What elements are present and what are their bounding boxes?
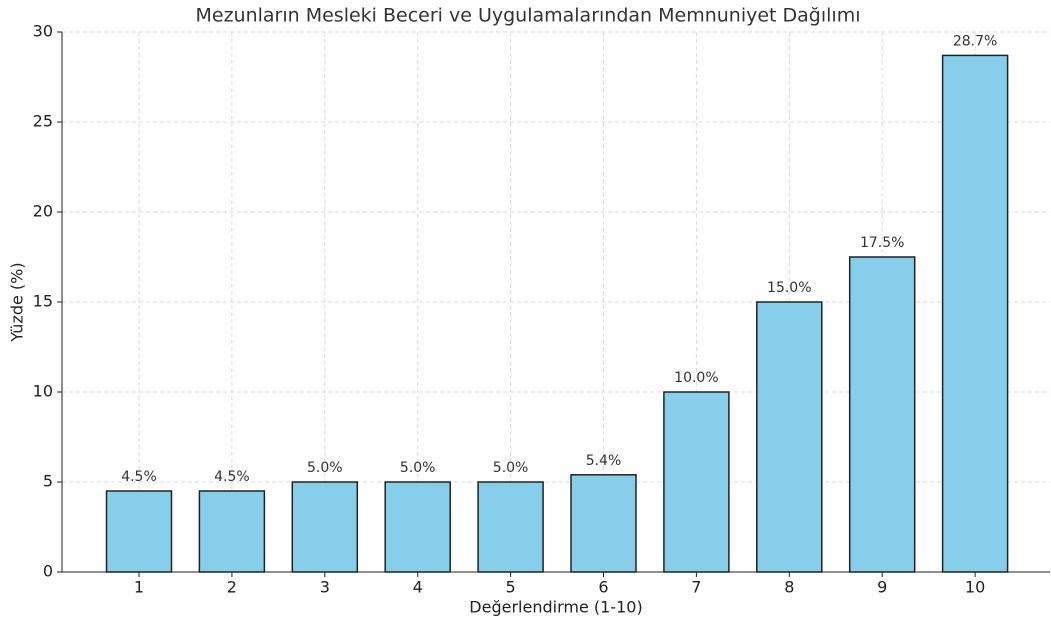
x-tick-label: 6 <box>598 578 608 597</box>
bar <box>941 54 1009 573</box>
bar <box>477 481 544 573</box>
x-tick-label: 5 <box>506 578 516 597</box>
x-tick-label: 7 <box>691 578 701 597</box>
data-label: 4.5% <box>214 469 250 485</box>
x-axis-label: Değerlendirme (1-10) <box>469 598 642 617</box>
bar <box>756 301 823 573</box>
data-label: 5.0% <box>307 460 343 476</box>
data-label: 10.0% <box>674 370 718 386</box>
y-tick-label: 0 <box>43 562 53 581</box>
data-label: 5.0% <box>493 460 529 476</box>
bar <box>570 474 637 573</box>
data-label: 5.4% <box>586 453 622 469</box>
x-tick-label: 1 <box>134 578 144 597</box>
bar <box>384 481 451 573</box>
y-axis-label: Yüzde (%) <box>8 262 27 342</box>
data-label: 4.5% <box>121 469 157 485</box>
y-tick-label: 20 <box>33 202 53 221</box>
bar <box>663 391 730 573</box>
y-tick-label: 30 <box>33 22 53 41</box>
bar <box>848 256 916 573</box>
x-tick-label: 8 <box>784 578 794 597</box>
data-label: 28.7% <box>953 33 997 49</box>
x-tick-label: 2 <box>227 578 237 597</box>
y-tick-label: 15 <box>33 292 53 311</box>
bar <box>291 481 359 573</box>
bar <box>198 490 266 573</box>
x-tick-label: 4 <box>413 578 423 597</box>
data-label: 15.0% <box>767 280 811 296</box>
y-tick-label: 5 <box>43 472 53 491</box>
data-label: 5.0% <box>400 460 436 476</box>
y-tick-label: 10 <box>33 382 53 401</box>
x-tick-label: 10 <box>965 578 985 597</box>
data-label: 17.5% <box>860 235 904 251</box>
chart-title: Mezunların Mesleki Beceri ve Uygulamalar… <box>195 5 860 27</box>
x-tick-label: 9 <box>877 578 887 597</box>
bar <box>105 490 173 573</box>
x-tick-label: 3 <box>320 578 330 597</box>
y-tick-label: 25 <box>33 112 53 131</box>
